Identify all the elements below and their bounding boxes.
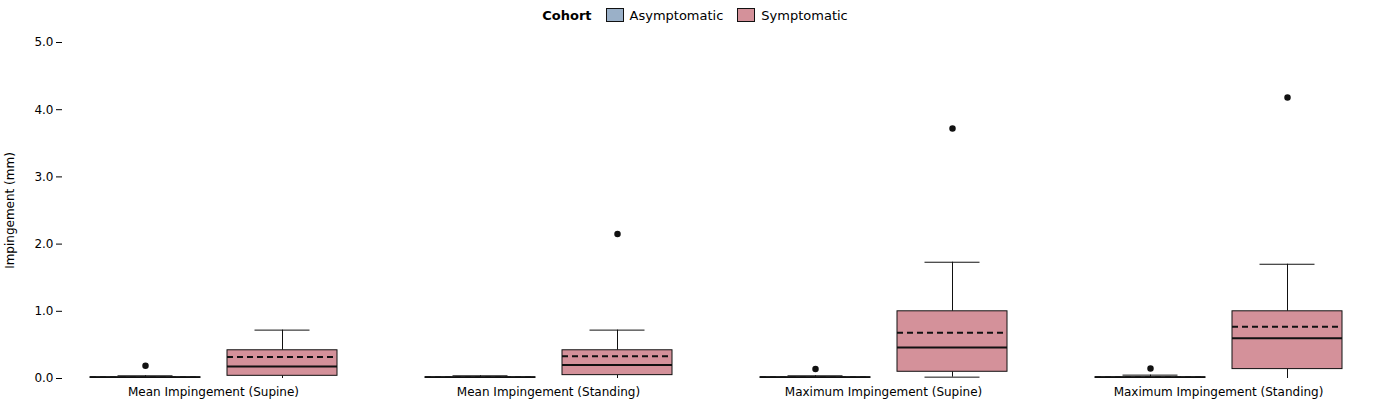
svg-text:3.0: 3.0 — [34, 170, 53, 184]
svg-text:Maximum Impingement (Supine): Maximum Impingement (Supine) — [785, 385, 982, 399]
svg-text:Impingement (mm): Impingement (mm) — [3, 152, 17, 269]
svg-text:2.0: 2.0 — [34, 237, 53, 251]
html-text:Asymptomatic: Asymptomatic — [629, 7, 724, 23]
html-text:Symptomatic: Symptomatic — [761, 7, 848, 23]
svg-text:5.0: 5.0 — [34, 35, 53, 49]
svg-text:Mean Impingement (Supine): Mean Impingement (Supine) — [128, 385, 299, 399]
svg-text:4.0: 4.0 — [34, 103, 53, 117]
svg-text:Maximum Impingement (Standing): Maximum Impingement (Standing) — [1114, 385, 1324, 399]
svg-text:0.0: 0.0 — [34, 371, 53, 385]
svg-text:Mean Impingement (Standing): Mean Impingement (Standing) — [457, 385, 640, 399]
html-text:Cohort: Cohort — [542, 7, 592, 23]
svg-text:1.0: 1.0 — [34, 304, 53, 318]
